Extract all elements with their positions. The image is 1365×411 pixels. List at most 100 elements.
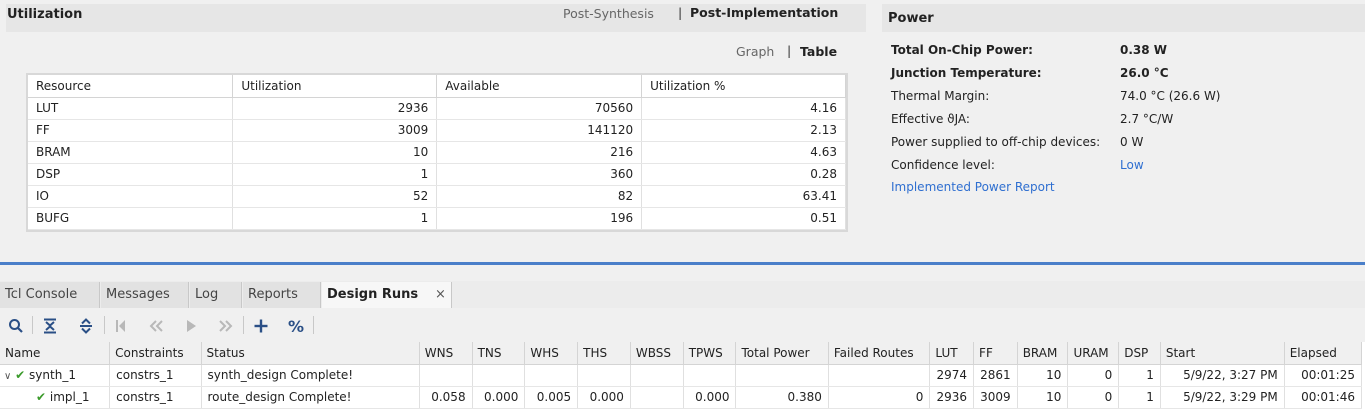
column-header[interactable]: FF <box>973 342 1018 365</box>
column-header[interactable]: Total Power <box>735 342 829 365</box>
percent-cell: 63.41 <box>641 185 846 208</box>
utilization-table: Resource Utilization Available Utilizati… <box>26 73 848 232</box>
column-header[interactable]: Available <box>436 75 643 98</box>
tns-cell <box>472 364 526 387</box>
tab-post-implementation[interactable]: Post-Implementation <box>690 5 839 20</box>
run-name: impl_1 <box>49 390 90 404</box>
column-header[interactable]: TNS <box>472 342 526 365</box>
column-header[interactable]: Constraints <box>109 342 202 365</box>
table-row[interactable]: ∨ ✔ synth_1 constrs_1 synth_design Compl… <box>0 364 1363 387</box>
utilization-cell: 10 <box>232 141 438 164</box>
whs-cell: 0.005 <box>524 386 579 409</box>
tab-post-synthesis[interactable]: Post-Synthesis <box>563 6 654 21</box>
view-graph-tab[interactable]: Graph <box>736 44 775 59</box>
power-title: Power <box>888 11 934 26</box>
previous-icon[interactable] <box>145 315 167 337</box>
tab-messages[interactable]: Messages <box>101 282 189 308</box>
total-power-value: 0.38 W <box>1120 43 1168 57</box>
effective-theta-label: Effective ϑJA: <box>891 112 970 126</box>
failed-routes-cell: 0 <box>828 386 931 409</box>
collapse-all-icon[interactable] <box>39 315 61 337</box>
column-header[interactable]: LUT <box>929 342 975 365</box>
add-icon[interactable] <box>250 315 272 337</box>
view-separator: | <box>787 43 792 58</box>
elapsed-cell: 00:01:46 <box>1284 386 1363 409</box>
dsp-cell: 1 <box>1118 386 1161 409</box>
confidence-link[interactable]: Low <box>1120 158 1144 172</box>
bram-cell: 10 <box>1017 386 1069 409</box>
resource-cell: LUT <box>28 97 234 120</box>
chevron-down-icon[interactable]: ∨ <box>4 371 12 382</box>
percent-icon[interactable]: % <box>287 316 305 336</box>
table-row[interactable]: LUT 2936 70560 4.16 <box>28 97 846 120</box>
resource-cell: FF <box>28 119 234 142</box>
status-cell: route_design Complete! <box>201 386 420 409</box>
column-header[interactable]: BRAM <box>1017 342 1069 365</box>
constraints-cell: constrs_1 <box>109 364 202 387</box>
column-header[interactable]: WNS <box>419 342 473 365</box>
tab-tcl-console[interactable]: Tcl Console <box>0 282 100 308</box>
utilization-header <box>6 4 866 32</box>
wns-cell <box>419 364 473 387</box>
utilization-cell: 2936 <box>232 97 438 120</box>
column-header[interactable]: URAM <box>1067 342 1120 365</box>
utilization-title: Utilization <box>7 7 83 22</box>
junction-temp-label: Junction Temperature: <box>891 66 1042 80</box>
column-header[interactable]: DSP <box>1118 342 1161 365</box>
toolbar-separator <box>243 316 244 334</box>
wbss-cell <box>630 364 684 387</box>
table-row[interactable]: IO 52 82 63.41 <box>28 185 846 208</box>
utilization-cell: 3009 <box>232 119 438 142</box>
power-report-link[interactable]: Implemented Power Report <box>891 180 1055 194</box>
wns-cell: 0.058 <box>419 386 473 409</box>
percent-cell: 0.51 <box>641 207 846 230</box>
percent-cell: 2.13 <box>641 119 846 142</box>
thermal-margin-value: 74.0 °C (26.6 W) <box>1120 89 1221 103</box>
view-table-tab[interactable]: Table <box>800 44 838 59</box>
run-name: synth_1 <box>29 368 76 382</box>
column-header[interactable]: THS <box>577 342 631 365</box>
utilization-cell: 52 <box>232 185 438 208</box>
toolbar-separator <box>104 316 105 334</box>
column-header[interactable]: Utilization <box>232 75 438 98</box>
search-icon[interactable] <box>5 315 27 337</box>
first-icon[interactable] <box>110 315 132 337</box>
column-header[interactable]: Status <box>201 342 420 365</box>
table-row[interactable]: ✔ impl_1 constrs_1 route_design Complete… <box>0 386 1363 409</box>
expand-all-icon[interactable] <box>75 315 97 337</box>
ths-cell <box>577 364 631 387</box>
utilization-cell: 1 <box>232 163 438 186</box>
column-header[interactable]: Start <box>1160 342 1285 365</box>
total-power-cell <box>735 364 829 387</box>
start-cell: 5/9/22, 3:29 PM <box>1160 386 1285 409</box>
tab-design-runs[interactable]: Design Runs <box>322 282 452 308</box>
column-header[interactable]: WHS <box>524 342 579 365</box>
thermal-margin-label: Thermal Margin: <box>891 89 990 103</box>
close-icon[interactable]: × <box>435 287 446 302</box>
available-cell: 196 <box>436 207 643 230</box>
next-icon[interactable] <box>215 315 237 337</box>
table-row[interactable]: BUFG 1 196 0.51 <box>28 207 846 230</box>
column-header[interactable]: Utilization % <box>641 75 846 98</box>
column-header[interactable]: TPWS <box>683 342 737 365</box>
tab-log[interactable]: Log <box>190 282 242 308</box>
play-icon[interactable] <box>180 315 202 337</box>
check-icon: ✔ <box>36 390 47 404</box>
column-header[interactable]: Name <box>0 342 111 365</box>
table-row[interactable]: DSP 1 360 0.28 <box>28 163 846 186</box>
tpws-cell: 0.000 <box>683 386 737 409</box>
column-header[interactable]: WBSS <box>630 342 684 365</box>
offchip-power-value: 0 W <box>1120 135 1144 149</box>
check-icon: ✔ <box>15 368 26 382</box>
column-header[interactable]: Failed Routes <box>828 342 931 365</box>
runs-toolbar <box>0 312 1365 340</box>
table-row[interactable]: FF 3009 141120 2.13 <box>28 119 846 142</box>
table-row[interactable]: BRAM 10 216 4.63 <box>28 141 846 164</box>
tab-reports[interactable]: Reports <box>243 282 321 308</box>
column-header[interactable]: Elapsed <box>1284 342 1363 365</box>
dsp-cell: 1 <box>1118 364 1161 387</box>
available-cell: 360 <box>436 163 643 186</box>
design-runs-table: Name Constraints Status WNS TNS WHS THS … <box>0 342 1365 411</box>
column-header[interactable]: Resource <box>28 75 234 98</box>
panel-divider[interactable] <box>0 262 1365 265</box>
